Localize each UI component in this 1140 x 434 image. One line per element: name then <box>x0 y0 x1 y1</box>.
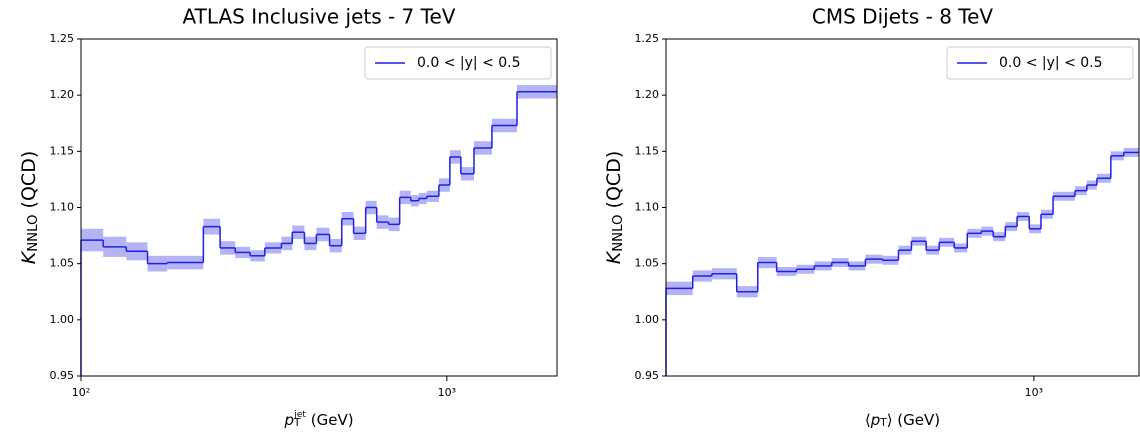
y-tick-label: 1.05 <box>50 257 75 270</box>
legend-box <box>946 46 1134 80</box>
y-tick-label: 1.10 <box>635 201 660 214</box>
y-tick-label: 1.15 <box>635 144 660 157</box>
label-part: (QCD) <box>18 151 40 215</box>
y-tick-label: 1.00 <box>50 313 75 326</box>
x-tick-label: 10³ <box>438 386 456 399</box>
label-part: jet <box>293 410 306 420</box>
y-tick-label: 0.95 <box>635 369 660 382</box>
x-axis-label: ⟨pT⟩ (GeV) <box>865 411 940 430</box>
label-part: p <box>870 411 881 429</box>
label-part: p <box>283 411 294 429</box>
label-part: K <box>603 250 625 264</box>
label-part: T <box>293 417 301 429</box>
label-part: (QCD) <box>603 151 625 215</box>
y-tick-label: 1.00 <box>635 313 660 326</box>
y-tick-label: 1.20 <box>50 88 75 101</box>
y-tick-label: 0.95 <box>50 369 75 382</box>
label-part: T <box>879 417 887 429</box>
x-tick-label: 10³ <box>1025 386 1043 399</box>
label-part: NNLO <box>26 214 41 251</box>
y-tick-label: 1.20 <box>635 88 660 101</box>
plot-area <box>665 147 1139 376</box>
y-tick-label: 1.15 <box>50 144 75 157</box>
y-tick-label: 1.05 <box>635 257 660 270</box>
legend-label: 0.0 < |y| < 0.5 <box>417 55 521 71</box>
y-axis-label: KNNLO (QCD) <box>18 151 41 264</box>
axes-frame <box>665 38 1140 377</box>
y-tick-label: 1.25 <box>50 32 75 45</box>
x-tick-label: 10² <box>72 386 90 399</box>
label-part: NNLO <box>611 214 626 251</box>
y-tick-label: 1.10 <box>50 201 75 214</box>
label-part: K <box>18 250 40 264</box>
label-part: ⟩ (GeV) <box>887 411 940 429</box>
legend-box <box>364 46 552 80</box>
chart-title: ATLAS Inclusive jets - 7 TeV <box>183 5 456 29</box>
axes-frame <box>80 38 558 377</box>
y-tick-label: 1.25 <box>635 32 660 45</box>
legend-label: 0.0 < |y| < 0.5 <box>999 55 1103 71</box>
plot-area <box>80 85 557 376</box>
x-axis-label: pTjet (GeV) <box>283 410 353 429</box>
label-part: ⟨ <box>865 411 871 429</box>
chart-title: CMS Dijets - 8 TeV <box>812 5 993 29</box>
y-axis-label: KNNLO (QCD) <box>603 151 626 264</box>
label-part: (GeV) <box>306 411 354 429</box>
